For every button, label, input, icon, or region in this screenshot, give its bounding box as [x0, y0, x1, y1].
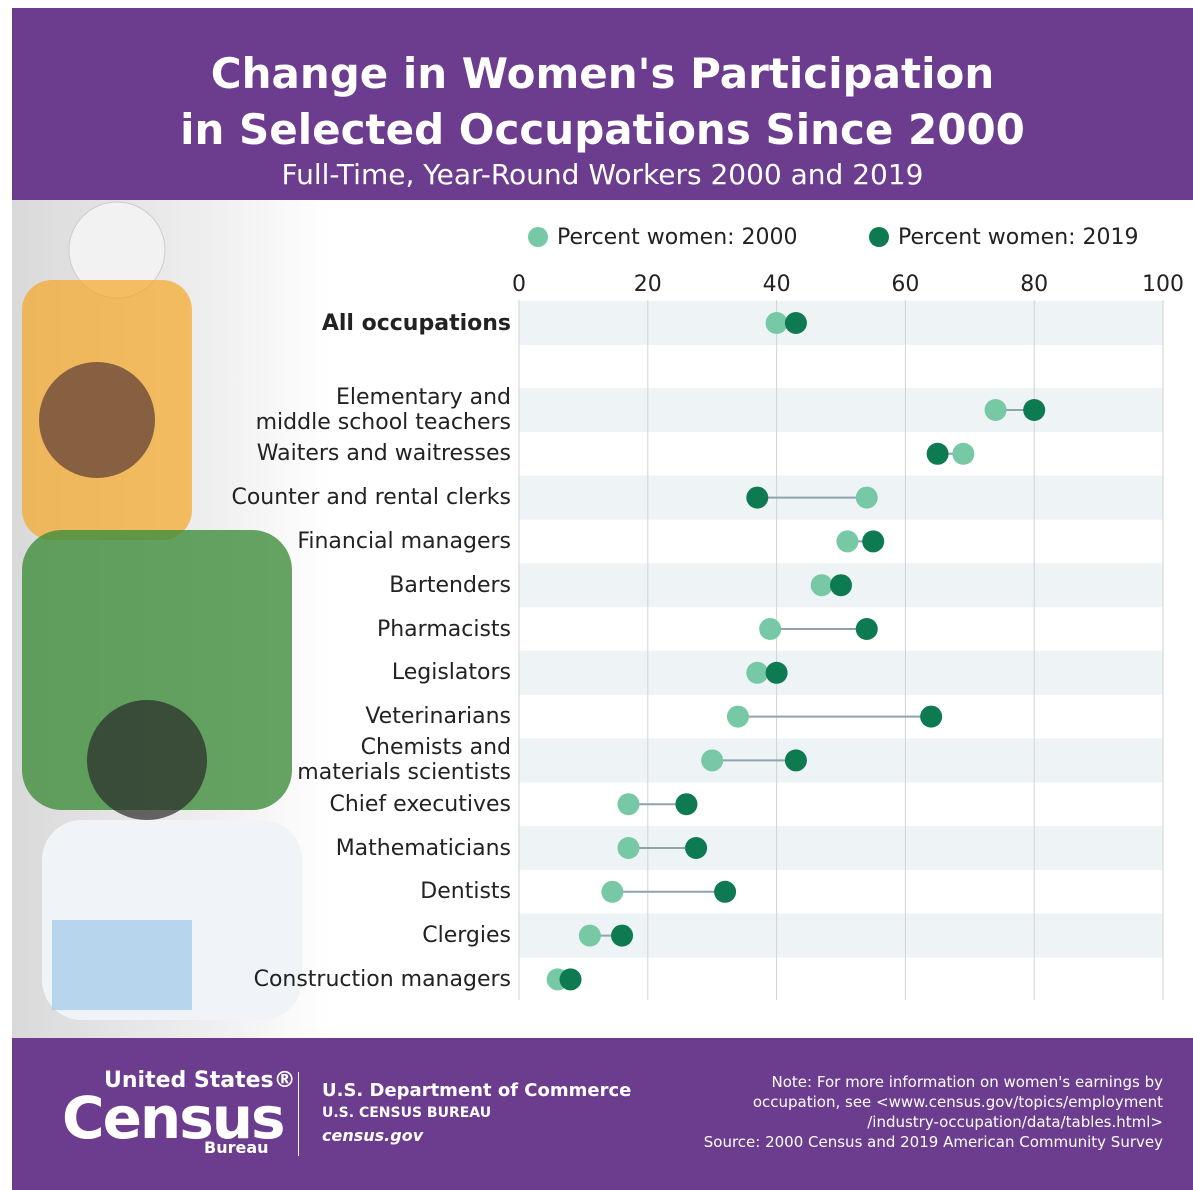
x-tick-label: 20 — [634, 272, 662, 297]
x-tick-label: 0 — [512, 272, 526, 297]
dot-2000 — [579, 925, 601, 947]
dot-2019 — [927, 443, 949, 465]
row-band — [519, 388, 1163, 432]
note-line: Source: 2000 Census and 2019 American Co… — [704, 1132, 1163, 1152]
divider — [298, 1072, 299, 1156]
row-band — [519, 738, 1163, 782]
note-line: occupation, see <www.census.gov/topics/e… — [704, 1092, 1163, 1112]
legend-label: Percent women: 2019 — [898, 225, 1139, 250]
dot-2019 — [685, 837, 707, 859]
dot-2019 — [714, 881, 736, 903]
legend-marker — [528, 227, 548, 247]
x-tick-label: 60 — [891, 272, 919, 297]
dot-2019 — [862, 530, 884, 552]
dot-2019 — [785, 749, 807, 771]
legend-label: Percent women: 2000 — [557, 225, 798, 250]
dot-2000 — [727, 706, 749, 728]
note-line: /industry-occupation/data/tables.html> — [704, 1112, 1163, 1132]
dot-2019 — [1023, 399, 1045, 421]
dot-2019 — [746, 487, 768, 509]
x-tick-label: 100 — [1142, 272, 1184, 297]
footer: United States® Census Bureau U.S. Depart… — [12, 1038, 1193, 1190]
row-band — [519, 826, 1163, 870]
dot-2000 — [985, 399, 1007, 421]
dot-2000 — [856, 487, 878, 509]
dot-2000 — [759, 618, 781, 640]
note: Note: For more information on women's ea… — [704, 1072, 1163, 1152]
dot-2019 — [830, 574, 852, 596]
dot-2000 — [836, 530, 858, 552]
dot-2000 — [617, 837, 639, 859]
row-band — [519, 651, 1163, 695]
dot-2000 — [766, 312, 788, 334]
department: U.S. Department of Commerce — [322, 1080, 631, 1101]
chart: 0 20 40 60 80 100 Percent women: 2000 Percent w… — [0, 0, 1193, 1038]
dot-2019 — [856, 618, 878, 640]
dot-2019 — [785, 312, 807, 334]
dot-2000 — [952, 443, 974, 465]
dot-2019 — [560, 968, 582, 990]
page: Change in Women's Participation in Selec… — [0, 0, 1193, 1190]
row-band — [519, 301, 1163, 345]
dot-2000 — [701, 749, 723, 771]
dot-2000 — [601, 881, 623, 903]
legend-marker — [869, 227, 889, 247]
dot-2000 — [811, 574, 833, 596]
logo-bottom: Bureau — [204, 1138, 269, 1157]
dot-2019 — [920, 706, 942, 728]
website: census.gov — [322, 1126, 423, 1145]
x-tick-label: 80 — [1020, 272, 1048, 297]
dot-2000 — [746, 662, 768, 684]
dot-2000 — [617, 793, 639, 815]
dot-2019 — [611, 925, 633, 947]
dot-2019 — [766, 662, 788, 684]
dot-2019 — [675, 793, 697, 815]
note-line: Note: For more information on women's ea… — [704, 1072, 1163, 1092]
bureau: U.S. CENSUS BUREAU — [322, 1105, 491, 1121]
x-tick-label: 40 — [763, 272, 791, 297]
